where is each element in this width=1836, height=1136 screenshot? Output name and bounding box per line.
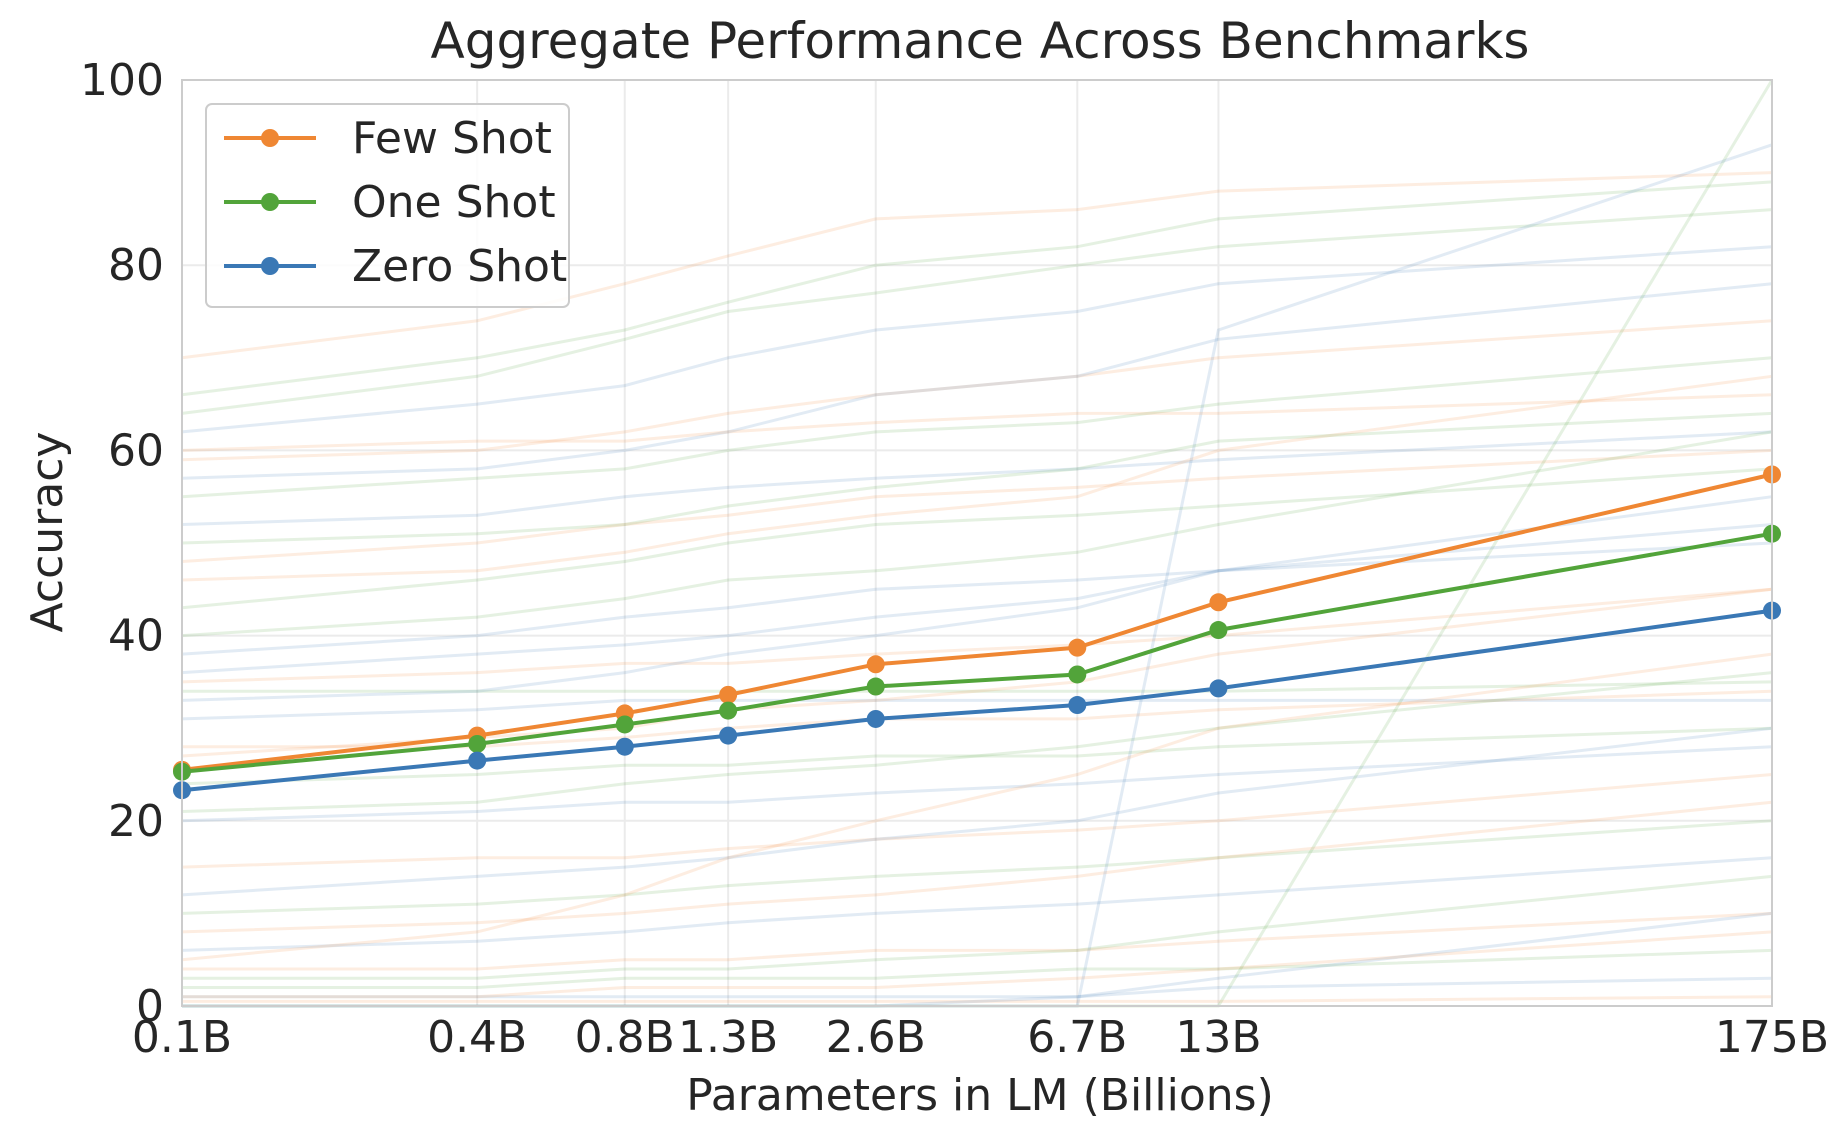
legend-label: Few Shot <box>352 113 552 164</box>
background-line-36 <box>181 652 1773 962</box>
legend-swatch-marker <box>261 193 279 211</box>
background-line-3 <box>181 319 1773 462</box>
series-line-few-shot <box>181 472 1773 772</box>
x-tick-label-0: 0.1B <box>132 1012 232 1063</box>
background-line-22 <box>181 180 1773 397</box>
data-point-one-shot-3 <box>719 701 738 720</box>
series-line-one-shot <box>181 531 1773 774</box>
legend-swatch-marker <box>261 129 279 147</box>
background-line-16 <box>181 819 1773 915</box>
series-lines <box>173 465 1781 800</box>
data-point-zero-shot-1 <box>468 751 487 770</box>
legend-swatch-marker <box>261 257 279 275</box>
y-tick-label-1: 20 <box>108 796 164 847</box>
x-axis-label: Parameters in LM (Billions) <box>686 1070 1274 1121</box>
background-line-15 <box>181 773 1773 869</box>
x-tick-label-3: 1.3B <box>678 1012 778 1063</box>
data-point-one-shot-2 <box>615 715 634 734</box>
background-line-37 <box>181 411 1773 545</box>
x-tick-label-1: 0.4B <box>427 1012 527 1063</box>
background-line-6 <box>181 448 1773 563</box>
background-lines <box>181 79 1774 1008</box>
series-zero-shot <box>173 601 1781 800</box>
y-tick-label-2: 40 <box>108 611 164 662</box>
legend-box <box>205 103 570 308</box>
background-line-27 <box>181 587 1773 758</box>
y-tick-label-3: 60 <box>108 425 164 476</box>
background-line-31 <box>182 874 1773 980</box>
data-point-zero-shot-2 <box>615 737 634 756</box>
background-line-33 <box>182 930 1773 999</box>
x-tick-label-5: 6.7B <box>1027 1012 1127 1063</box>
y-axis-ticks: 0 20 40 60 80 100 <box>80 55 164 1032</box>
background-line-5 <box>181 430 1773 526</box>
legend-label: Zero Shot <box>352 241 567 292</box>
legend-item-one-shot: One Shot <box>224 177 556 228</box>
x-tick-label-2: 0.8B <box>575 1012 675 1063</box>
background-line-18 <box>182 911 1773 971</box>
series-line-zero-shot <box>181 608 1773 793</box>
background-line-1 <box>181 208 1773 415</box>
x-axis-ticks: 0.1B 0.4B 0.8B 1.3B 2.6B 6.7B 13B 175B <box>132 1012 1829 1063</box>
background-line-23 <box>181 282 1773 480</box>
background-line-24 <box>181 374 1773 582</box>
legend: Few Shot One Shot Zero Shot <box>205 103 570 308</box>
data-point-zero-shot-6 <box>1209 679 1228 698</box>
data-point-zero-shot-3 <box>719 726 738 745</box>
data-point-one-shot-5 <box>1068 665 1087 684</box>
data-point-few-shot-5 <box>1068 638 1087 657</box>
background-line-20 <box>182 976 1773 999</box>
data-point-few-shot-3 <box>719 685 738 704</box>
legend-item-few-shot: Few Shot <box>224 113 552 164</box>
background-line-19 <box>182 948 1773 989</box>
y-axis-label: Accuracy <box>22 432 73 633</box>
data-point-zero-shot-5 <box>1068 696 1087 715</box>
background-line-39 <box>181 393 1773 452</box>
data-point-one-shot-6 <box>1209 621 1228 640</box>
background-line-0 <box>181 171 1773 360</box>
data-point-few-shot-6 <box>1209 593 1228 612</box>
x-tick-label-4: 2.6B <box>826 1012 926 1063</box>
background-line-26 <box>181 495 1773 702</box>
background-line-17 <box>181 856 1773 952</box>
background-line-38 <box>181 523 1773 675</box>
y-tick-label-5: 100 <box>80 55 164 106</box>
x-tick-label-6: 13B <box>1175 1012 1261 1063</box>
background-line-25 <box>181 430 1773 638</box>
background-line-8 <box>181 541 1773 656</box>
background-line-12 <box>182 689 1773 749</box>
background-line-30 <box>181 800 1773 934</box>
background-line-21 <box>182 995 1773 1003</box>
data-point-one-shot-4 <box>866 677 885 696</box>
background-line-13 <box>181 726 1773 786</box>
background-line-2 <box>181 245 1773 434</box>
data-point-one-shot-1 <box>468 734 487 753</box>
background-line-7 <box>181 467 1773 610</box>
chart-title: Aggregate Performance Across Benchmarks <box>431 12 1530 70</box>
background-line-29 <box>181 726 1773 897</box>
legend-item-zero-shot: Zero Shot <box>224 241 567 292</box>
legend-label: One Shot <box>352 177 556 228</box>
x-tick-label-7: 175B <box>1715 1012 1829 1063</box>
background-line-4 <box>181 356 1773 499</box>
data-point-few-shot-4 <box>866 655 885 674</box>
y-tick-label-4: 80 <box>108 240 164 291</box>
background-line-14 <box>181 745 1773 823</box>
data-point-zero-shot-4 <box>866 709 885 728</box>
plot-frame <box>181 79 1773 1007</box>
background-line-28 <box>181 671 1773 813</box>
y-tick-label-0: 0 <box>136 981 164 1032</box>
